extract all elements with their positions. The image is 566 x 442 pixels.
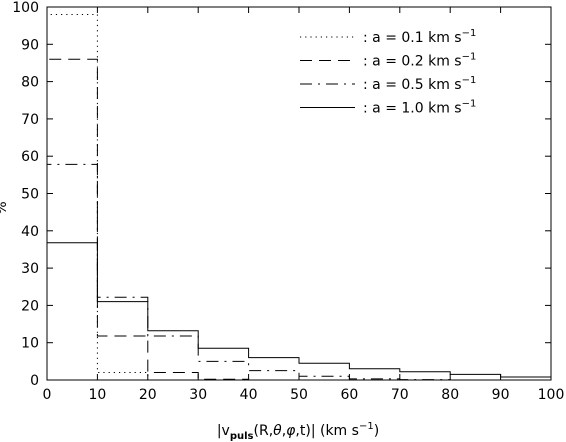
legend-label: : a = 0.2 km s−1 — [363, 52, 476, 70]
x-tick-label: 30 — [189, 387, 207, 403]
y-tick-label: 60 — [21, 149, 39, 165]
y-tick-label: 70 — [21, 112, 39, 128]
y-tick-label: 20 — [21, 298, 39, 314]
x-tick-label: 60 — [340, 387, 358, 403]
x-tick-label: 10 — [88, 387, 106, 403]
x-tick-label: 70 — [391, 387, 409, 403]
y-tick-label: 30 — [21, 261, 39, 277]
y-tick-label: 100 — [12, 0, 39, 16]
y-tick-label: 80 — [21, 75, 39, 91]
x-tick-label: 40 — [240, 387, 258, 403]
series-line-solid — [46, 242, 552, 380]
x-tick-label: 100 — [538, 387, 565, 403]
series-group — [46, 13, 552, 381]
x-tick-label: 20 — [139, 387, 157, 403]
x-tick-label: 90 — [492, 387, 510, 403]
x-tick-label: 80 — [441, 387, 459, 403]
y-tick-label: 10 — [21, 336, 39, 352]
legend: : a = 0.1 km s−1 : a = 0.2 km s−1 : a = 0.… — [300, 28, 476, 117]
y-axis-label: % — [0, 201, 10, 214]
series-line-dashdot — [46, 163, 551, 381]
x-axis-label: |vpuls(R,θ,φ,t)| (km s−1) — [217, 421, 379, 442]
x-tick-label: 0 — [43, 387, 52, 403]
legend-label: : a = 1.0 km s−1 — [363, 99, 476, 117]
plot-frame — [46, 6, 552, 381]
series-line-dotted — [46, 13, 551, 381]
legend-label: : a = 0.1 km s−1 — [363, 28, 476, 46]
y-tick-label: 40 — [21, 224, 39, 240]
series-line-dashed — [46, 58, 551, 381]
y-tick-label: 0 — [30, 373, 39, 389]
axes: 0 10 20 30 40 50 60 70 80 90 100 0 10 20 30 40 50 60 70 80 9… — [12, 0, 564, 403]
y-tick-label: 50 — [21, 187, 39, 203]
x-tick-label: 50 — [290, 387, 308, 403]
y-tick-label: 90 — [21, 37, 39, 53]
legend-label: : a = 0.5 km s−1 — [363, 75, 476, 93]
